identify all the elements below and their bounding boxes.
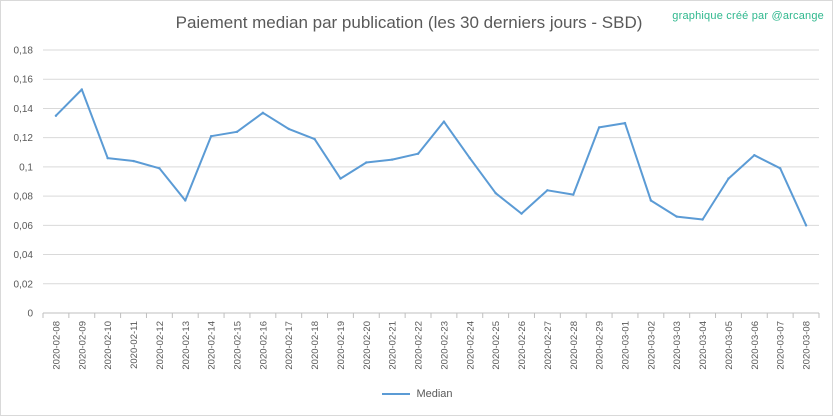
y-axis: 0 0,02 0,04 0,06 0,08 0,1 0,12 0,14 0,16 0,18 [14,46,34,320]
chart-title: Paiement median par publication (les 30 … [175,13,643,32]
y-tick-label: 0,1 [19,162,33,173]
data-point [80,88,84,91]
series-median [54,88,808,227]
data-point [597,126,601,129]
x-tick-label: 2020-03-08 [802,321,813,370]
y-tick-label: 0 [27,309,33,320]
data-point [235,130,239,134]
x-tick-label: 2020-02-08 [51,321,62,370]
x-tick-label: 2020-02-23 [439,321,450,370]
data-point [313,137,316,141]
data-point [727,177,730,180]
y-tick-label: 0,08 [14,192,34,203]
x-tick-label: 2020-02-14 [207,321,218,370]
data-point [365,161,368,164]
x-tick-label: 2020-03-02 [646,321,657,370]
data-point [494,191,497,195]
x-tick-label: 2020-02-25 [491,321,502,370]
x-tick-label: 2020-03-03 [672,321,683,370]
data-point [520,212,523,215]
data-point [753,154,756,157]
x-tick-label: 2020-02-13 [181,321,192,370]
data-point [287,127,290,131]
data-point [623,121,627,125]
data-point [468,156,471,160]
x-tick-label: 2020-02-10 [103,321,114,370]
x-tick-label: 2020-02-15 [233,321,244,370]
x-tick-label: 2020-03-01 [621,321,632,370]
data-point [701,218,704,221]
y-tick-label: 0,16 [14,75,34,86]
x-tick-label: 2020-02-20 [362,321,373,370]
x-tick-label: 2020-02-26 [517,321,528,370]
data-point [106,156,109,160]
x-tick-label: 2020-02-19 [336,321,347,370]
gridlines [43,49,819,314]
data-point [261,111,265,115]
x-tick-label: 2020-02-17 [284,321,295,370]
y-tick-label: 0,18 [14,46,34,57]
data-point [54,114,58,117]
y-tick-label: 0,06 [14,221,34,232]
data-point [158,167,161,170]
data-point [779,167,782,170]
legend-label: Median [416,388,453,400]
x-tick-label: 2020-02-24 [465,321,476,370]
data-point [675,215,678,218]
y-tick-label: 0,12 [14,133,34,144]
x-tick-label: 2020-02-18 [310,321,321,370]
x-tick-label: 2020-02-29 [595,321,606,370]
x-tick-label: 2020-02-28 [569,321,580,370]
data-point [572,193,575,196]
x-tick-label: 2020-02-12 [155,321,166,370]
x-tick-label: 2020-03-05 [724,321,735,370]
data-point [339,177,342,180]
y-tick-label: 0,14 [14,104,34,115]
data-point [416,152,420,155]
x-tick-label: 2020-02-21 [388,321,399,370]
legend-swatch [382,393,411,395]
x-tick-label: 2020-02-16 [258,321,269,370]
y-tick-label: 0,02 [14,279,34,290]
x-tick-label: 2020-03-06 [750,321,761,370]
x-tick-label: 2020-02-27 [543,321,554,370]
data-point [804,224,808,227]
data-point [209,135,213,138]
data-point [546,189,549,192]
x-tick-label: 2020-02-22 [414,321,425,370]
series-line [54,88,808,227]
chart-credit: graphique créé par @arcange [672,10,824,22]
data-point [132,159,135,163]
x-tick-label: 2020-03-04 [698,321,709,370]
y-tick-label: 0,04 [14,250,34,261]
data-point [442,120,446,123]
data-point [649,199,653,202]
x-axis: 2020-02-08 2020-02-09 2020-02-10 2020-02-11… [42,313,820,370]
x-tick-label: 2020-03-07 [776,321,787,370]
data-point [391,158,394,161]
data-point [184,199,187,202]
x-tick-label: 2020-02-11 [129,321,140,369]
legend: Median [1,388,833,400]
x-tick-label: 2020-02-09 [77,321,88,370]
